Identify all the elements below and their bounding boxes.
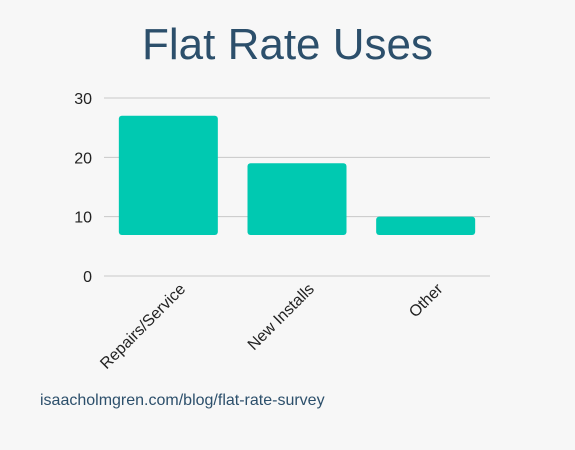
chart-title: Flat Rate Uses xyxy=(142,20,433,69)
x-tick-label: Other xyxy=(406,280,447,321)
y-axis-ticks: 0 10 20 30 xyxy=(74,91,92,286)
y-tick-label: 20 xyxy=(74,150,92,167)
bar-other xyxy=(376,216,476,235)
y-tick-label: 30 xyxy=(74,91,92,108)
x-tick-label: Repairs/Service xyxy=(97,281,189,373)
x-tick-label: New Installs xyxy=(245,281,318,354)
x-axis-ticks: Repairs/Service New Installs Other xyxy=(97,280,447,372)
bar-repairs-service xyxy=(118,115,218,235)
y-tick-label: 0 xyxy=(83,269,92,286)
bar-new-installs xyxy=(247,163,347,235)
source-link[interactable]: isaacholmgren.com/blog/flat-rate-survey xyxy=(40,392,325,409)
y-tick-label: 10 xyxy=(74,210,92,227)
bars xyxy=(118,115,476,235)
